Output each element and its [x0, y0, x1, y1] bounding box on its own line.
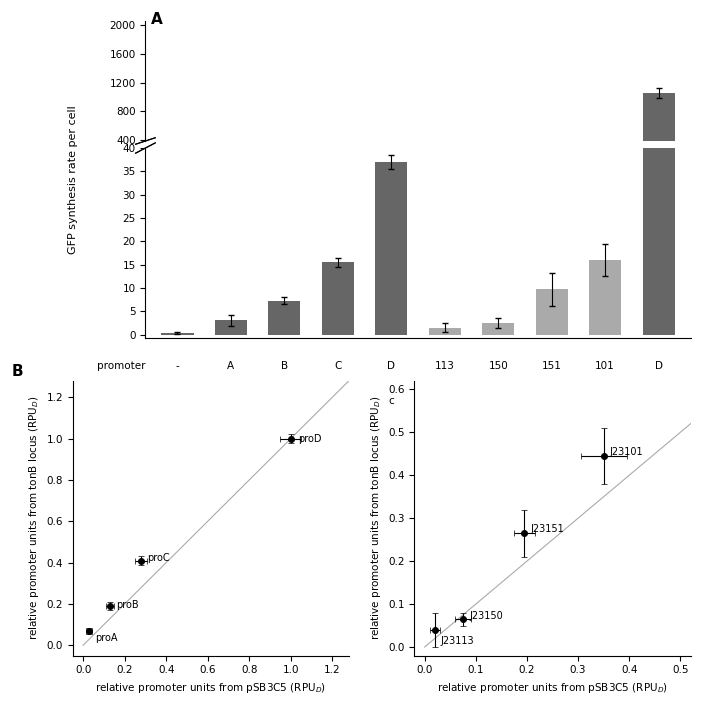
Text: c: c	[335, 396, 341, 405]
Text: B: B	[281, 361, 288, 372]
Text: c: c	[228, 396, 234, 405]
Bar	[215, 320, 247, 335]
Text: A: A	[228, 361, 235, 372]
Text: c: c	[602, 396, 608, 405]
Bar	[268, 300, 300, 335]
Text: A: A	[151, 11, 163, 27]
Text: promoter: promoter	[97, 361, 145, 372]
Text: 151: 151	[542, 361, 561, 372]
Bar	[536, 290, 568, 335]
Text: c: c	[388, 396, 394, 405]
X-axis label: relative promoter units from pSB3C5 (RPU$_D$): relative promoter units from pSB3C5 (RPU…	[95, 681, 326, 695]
Text: D: D	[654, 361, 662, 372]
Text: GFP synthesis rate per cell: GFP synthesis rate per cell	[68, 106, 78, 254]
Text: proD: proD	[298, 434, 321, 443]
Bar	[589, 168, 621, 169]
Text: proC: proC	[148, 553, 170, 563]
Bar	[375, 162, 407, 335]
Text: B: B	[12, 364, 23, 379]
Bar	[482, 323, 514, 335]
Text: J23151: J23151	[531, 524, 564, 534]
Bar	[375, 166, 407, 169]
Text: c: c	[549, 396, 555, 405]
X-axis label: relative promoter units from pSB3C5 (RPU$_D$): relative promoter units from pSB3C5 (RPU…	[437, 681, 668, 695]
Bar	[161, 333, 193, 335]
Bar	[589, 260, 621, 335]
Text: 150: 150	[489, 361, 508, 372]
Text: p: p	[655, 396, 662, 405]
Text: J23113: J23113	[440, 636, 473, 646]
Bar	[322, 168, 354, 169]
Text: 113: 113	[435, 361, 454, 372]
Text: proB: proB	[116, 600, 139, 610]
Y-axis label: relative promoter units from tonB locus (RPU$_D$): relative promoter units from tonB locus …	[27, 396, 41, 641]
Text: c: c	[174, 396, 180, 405]
Text: c: c	[495, 396, 501, 405]
Text: -: -	[176, 361, 180, 372]
Y-axis label: relative promoter units from tonB locus (RPU$_D$): relative promoter units from tonB locus …	[369, 396, 382, 641]
Text: proA: proA	[95, 633, 118, 643]
Text: 101: 101	[595, 361, 615, 372]
Bar	[322, 262, 354, 335]
Text: J23150: J23150	[469, 611, 503, 620]
Text: locus: locus	[119, 396, 145, 405]
Bar	[429, 328, 461, 335]
Text: C: C	[334, 361, 342, 372]
Text: c: c	[442, 396, 448, 405]
Bar	[643, 0, 675, 335]
Text: c: c	[281, 396, 287, 405]
Text: D: D	[387, 361, 395, 372]
Text: J23101: J23101	[610, 446, 643, 457]
Bar	[643, 93, 675, 169]
